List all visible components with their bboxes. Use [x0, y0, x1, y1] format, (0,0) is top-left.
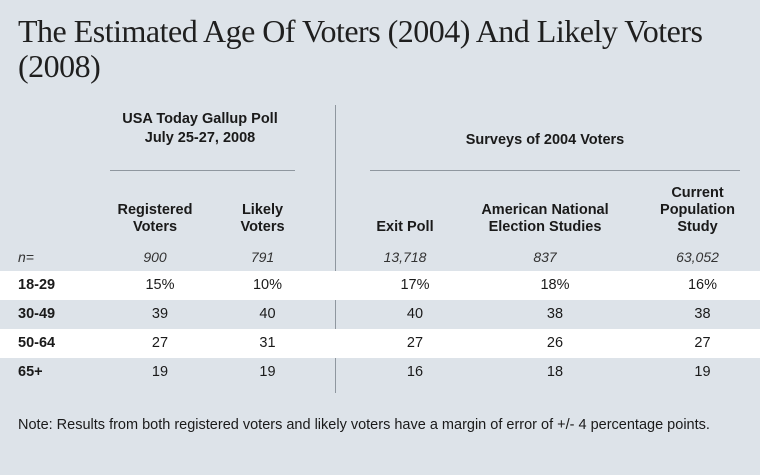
col-header-cps-line2: Population	[660, 202, 735, 218]
table-cell: 18%	[540, 277, 570, 293]
col-header-likely: Likely Voters	[215, 202, 310, 236]
group-header-surveys: Surveys of 2004 Voters	[400, 131, 690, 150]
col-header-anes-line1: American National	[481, 202, 609, 218]
table-cell: 39	[151, 306, 169, 322]
col-header-exit-poll-line1: Exit Poll	[376, 219, 434, 235]
row-label: 30-49	[18, 306, 56, 322]
table-cell: 31	[259, 335, 276, 351]
col-header-anes-line2: Election Studies	[488, 219, 602, 235]
table-cell: 19	[151, 364, 169, 380]
table-cell: 27	[406, 335, 424, 351]
col-header-likely-line1: Likely	[241, 202, 284, 218]
table-cell: 40	[259, 306, 276, 322]
gallup-divider	[110, 170, 295, 171]
col-header-cps: Current Population Study	[645, 185, 750, 236]
table-row: 50-64 27 31 27 26 27	[0, 329, 760, 358]
table-row: 18-29 15% 10% 17% 18% 16%	[0, 271, 760, 300]
sample-size-row: n= 900 791 13,718 837 63,052	[0, 246, 760, 268]
table-cell: 27	[694, 335, 711, 351]
col-header-exit-poll: Exit Poll	[355, 219, 455, 236]
surveys-divider	[370, 170, 740, 171]
footnote: Note: Results from both registered voter…	[18, 417, 710, 433]
table-cell: 63,052	[676, 249, 719, 265]
col-header-registered-line1: Registered	[117, 202, 193, 218]
table-cell: 16%	[687, 277, 718, 293]
table-cell: 17%	[400, 277, 430, 293]
col-header-cps-line3: Study	[677, 219, 718, 235]
table-cell: 10%	[252, 277, 283, 293]
vertical-divider	[335, 105, 336, 393]
group-header-gallup: USA Today Gallup Poll July 25-27, 2008	[95, 110, 305, 148]
table-cell: 19	[259, 364, 276, 380]
table-row: 30-49 39 40 40 38 38	[0, 300, 760, 329]
column-headers: Registered Voters Likely Voters Exit Pol…	[0, 180, 760, 236]
table-cell: 19	[694, 364, 711, 380]
table-cell: 13,718	[383, 249, 427, 265]
table-cell: 40	[406, 306, 424, 322]
table-cell: 900	[143, 249, 167, 265]
row-label: 65+	[18, 364, 43, 380]
table-cell: 27	[151, 335, 169, 351]
table-row: 65+ 19 19 16 18 19	[0, 358, 760, 387]
table-cell: 15%	[145, 277, 175, 293]
col-header-anes: American National Election Studies	[460, 202, 630, 236]
table-cell: 38	[546, 306, 564, 322]
col-header-cps-line1: Current	[671, 185, 724, 201]
page-title: The Estimated Age Of Voters (2004) And L…	[18, 13, 703, 84]
table-cell: 18	[546, 364, 564, 380]
table-cell: 791	[250, 249, 275, 265]
group-header-gallup-line2: July 25-27, 2008	[144, 130, 256, 146]
group-header-surveys-label: Surveys of 2004 Voters	[465, 132, 625, 148]
row-label: 50-64	[18, 335, 56, 351]
col-header-registered-line2: Voters	[132, 219, 178, 235]
table-cell: 38	[694, 306, 711, 322]
table-cell: 26	[546, 335, 564, 351]
table-cell: 16	[406, 364, 424, 380]
table-cell: 837	[533, 249, 557, 265]
col-header-likely-line2: Voters	[240, 219, 285, 235]
sample-size-label: n=	[18, 249, 34, 265]
row-label: 18-29	[18, 277, 56, 293]
col-header-registered: Registered Voters	[100, 202, 210, 236]
group-header-gallup-line1: USA Today Gallup Poll	[122, 111, 278, 127]
